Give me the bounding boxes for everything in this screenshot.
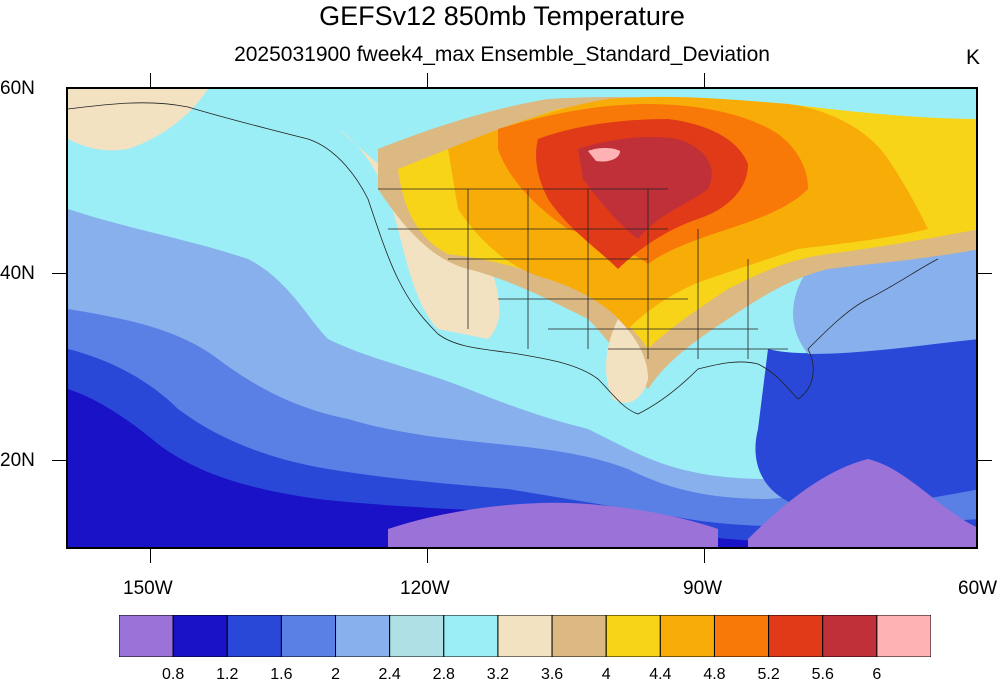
tick-top-150w [150,73,151,87]
low-spread-purple [388,502,718,547]
map-panel [66,87,978,549]
colorbar-swatch-7 [497,615,553,657]
lon-label-120w: 120W [400,578,450,599]
lat-label-60n: 60N [0,78,35,99]
lon-label-60w: 60W [958,578,998,599]
tick-top-90w [704,73,705,87]
colorbar-swatch-1 [172,615,228,657]
coastlines [68,102,939,415]
colorbar-swatch-10 [659,615,715,657]
lat-label-20n: 20N [0,450,35,471]
colorbar-swatch-0 [119,615,174,657]
east-atlantic-blue [755,334,976,509]
colorbar-label-11: 5.2 [757,666,780,683]
tick-right-20n [978,460,992,461]
colorbar-swatch-2 [226,615,282,657]
colorbar-label-5: 2.8 [432,666,455,683]
colorbar-label-13: 6 [872,666,882,683]
colorbar-label-9: 4.4 [649,666,672,683]
tick-left-20n [52,460,66,461]
tick-left-40n [52,273,66,274]
colorbar-label-7: 3.6 [540,666,564,683]
lat-label-40n: 40N [0,263,35,284]
lon-label-150w: 150W [123,578,173,599]
colorbar-swatch-3 [280,615,337,657]
units-label: K [966,46,981,69]
lon-label-90w: 90W [683,578,723,599]
colorbar-swatch-11 [713,615,770,657]
colorbar-label-1: 1.2 [216,666,239,683]
map-title: GEFSv12 850mb Temperature [319,1,685,31]
colorbar-label-10: 4.8 [703,666,726,683]
low-spread-purple-east [748,459,976,547]
colorbar-swatch-8 [551,615,607,657]
colorbar-label-3: 2 [331,666,340,683]
tick-bottom-120w [427,549,428,563]
colorbar [119,615,931,657]
temperature-std-map [68,89,976,547]
colorbar-label-4: 2.4 [378,666,401,683]
tick-bottom-150w [150,549,151,563]
tick-bottom-90w [704,549,705,563]
colorbar-label-2: 1.6 [270,666,293,683]
colorbar-swatch-4 [335,615,391,657]
max-spread-pink [588,148,620,162]
colorbar-label-8: 4 [601,666,611,683]
colorbar-label-0: 0.8 [162,666,185,683]
colorbar-swatch-12 [768,615,824,657]
colorbar-swatch-13 [822,615,878,657]
colorbar-swatch-9 [605,615,661,657]
colorbar-label-12: 5.6 [811,666,834,683]
gulf-tan [606,319,648,403]
colorbar-swatch-6 [443,615,499,657]
colorbar-swatch-5 [389,615,445,657]
tick-right-40n [978,273,992,274]
colorbar-swatch-14 [876,615,931,657]
central-dark-red [578,137,712,239]
colorbar-label-6: 3.2 [486,666,510,683]
pacific-darkest [68,389,976,547]
tick-top-120w [427,73,428,87]
east-atlantic-mid [793,249,976,354]
map-subtitle: 2025031900 fweek4_max Ensemble_Standard_… [234,43,770,66]
